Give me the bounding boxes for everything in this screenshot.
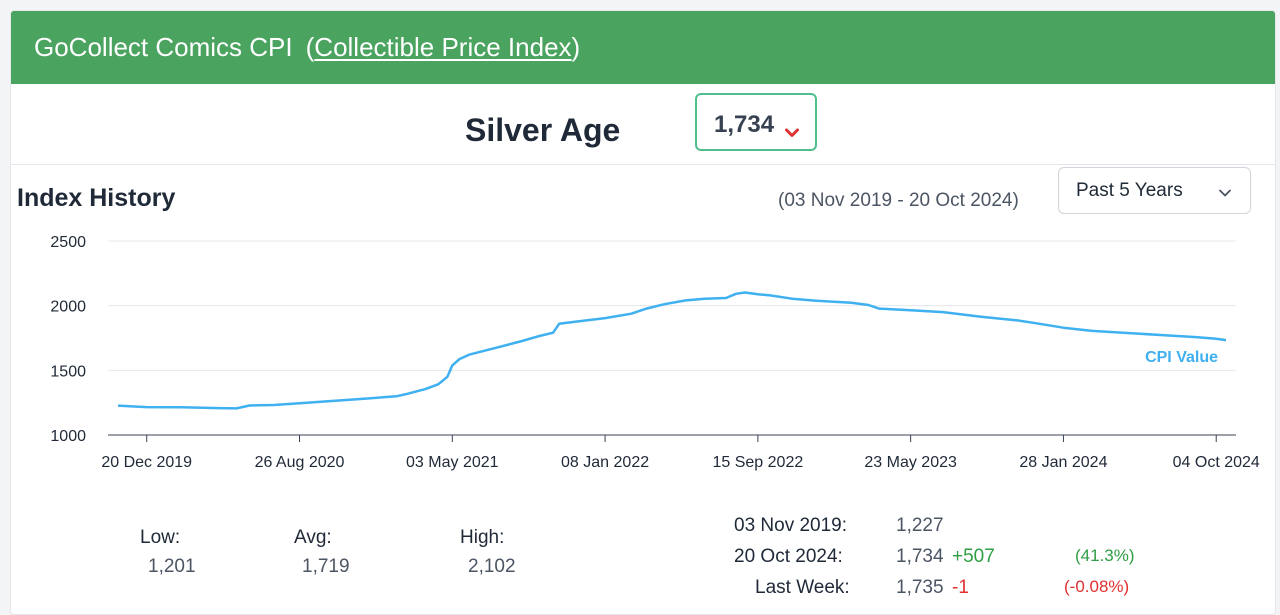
last-week-value: 1,735 [896, 577, 944, 598]
y-tick-label: 1000 [50, 428, 86, 445]
end-date-label: 20 Oct 2024: [734, 546, 843, 567]
last-week-percent: (-0.08%) [1064, 577, 1130, 596]
end-percent: (41.3%) [1075, 546, 1135, 565]
x-tick-label: 03 May 2021 [406, 454, 499, 471]
start-value: 1,227 [896, 515, 944, 536]
index-summary: Silver Age 1,734 [11, 84, 1275, 165]
chevron-down-icon [1218, 185, 1232, 203]
last-week-delta: -1 [952, 577, 969, 598]
low-value: 1,201 [148, 556, 196, 577]
header-subtitle: (Collectible Price Index) [305, 32, 581, 62]
index-value: 1,734 [714, 111, 775, 138]
index-name: Silver Age [465, 112, 621, 148]
y-tick-label: 1500 [50, 363, 86, 380]
series-label: CPI Value [1145, 349, 1218, 366]
cpi-line-chart: 1000 1500 2000 2500 20 Dec 2019 26 Aug 2020 03… [50, 234, 1260, 471]
header-title: GoCollect Comics CPI [34, 32, 293, 62]
x-tick-label: 23 May 2023 [864, 454, 957, 471]
avg-value: 1,719 [302, 556, 350, 577]
index-value-badge: 1,734 [695, 93, 817, 151]
high-value: 2,102 [468, 556, 516, 577]
index-history-title: Index History [17, 184, 176, 212]
x-tick-label: 28 Jan 2024 [1019, 454, 1107, 471]
cpi-card: GoCollect Comics CPI (Collectible Price … [10, 10, 1276, 615]
last-week-label: Last Week: [755, 577, 850, 598]
low-label: Low: [140, 527, 181, 548]
avg-label: Avg: [294, 527, 332, 548]
start-date-label: 03 Nov 2019: [734, 515, 848, 536]
collectible-price-index-link[interactable]: Collectible Price Index [314, 32, 572, 62]
y-tick-label: 2500 [50, 234, 86, 251]
chevron-down-icon [785, 125, 799, 143]
date-range-text: (03 Nov 2019 - 20 Oct 2024) [778, 190, 1019, 211]
x-tick-label: 26 Aug 2020 [255, 454, 345, 471]
card-header: GoCollect Comics CPI (Collectible Price … [11, 11, 1275, 84]
cpi-value-line [117, 291, 1227, 410]
end-value: 1,734 [896, 546, 944, 567]
high-label: High: [460, 527, 505, 548]
end-delta: +507 [952, 546, 995, 567]
x-tick-label: 04 Oct 2024 [1173, 454, 1260, 471]
y-tick-label: 2000 [50, 299, 86, 316]
period-select[interactable]: Past 5 Years [1058, 167, 1251, 214]
x-tick-label: 20 Dec 2019 [101, 454, 192, 471]
x-tick-label: 08 Jan 2022 [561, 454, 649, 471]
x-tick-label: 15 Sep 2022 [712, 454, 803, 471]
period-select-value: Past 5 Years [1076, 180, 1183, 201]
